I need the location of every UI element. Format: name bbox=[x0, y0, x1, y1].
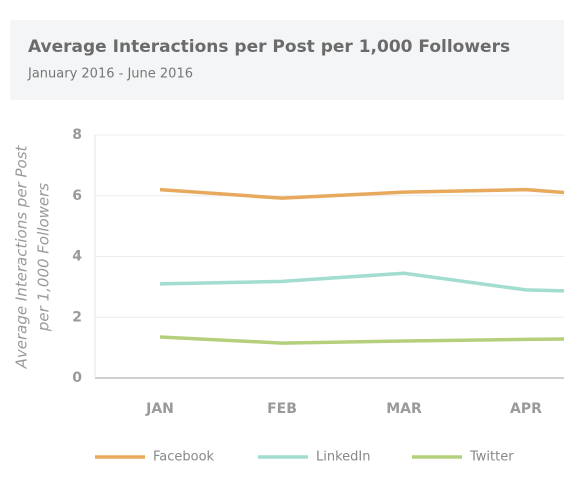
chart-title: Average Interactions per Post per 1,000 … bbox=[28, 37, 510, 57]
data-line bbox=[159, 187, 564, 200]
y-tick-label: 2 bbox=[72, 309, 82, 325]
y-tick-label: 8 bbox=[72, 127, 82, 143]
legend-label: Facebook bbox=[153, 450, 215, 465]
data-line bbox=[159, 271, 564, 293]
y-tick-label: 0 bbox=[72, 370, 82, 386]
legend-label: LinkedIn bbox=[316, 450, 370, 465]
x-tick-label: JAN bbox=[145, 401, 174, 417]
data-line bbox=[159, 335, 564, 345]
x-tick-label: FEB bbox=[267, 401, 297, 417]
x-tick-label: MAR bbox=[386, 401, 422, 417]
y-axis-label: Average Interactions per Post bbox=[13, 144, 31, 369]
legend-label: Twitter bbox=[469, 450, 514, 465]
header-box bbox=[10, 20, 564, 100]
y-tick-label: 4 bbox=[72, 249, 82, 265]
chart-subtitle: January 2016 - June 2016 bbox=[27, 67, 193, 82]
x-tick-label: APR bbox=[510, 401, 542, 417]
y-tick-label: 6 bbox=[72, 188, 82, 204]
y-axis-label: per 1,000 Followers bbox=[35, 183, 53, 332]
